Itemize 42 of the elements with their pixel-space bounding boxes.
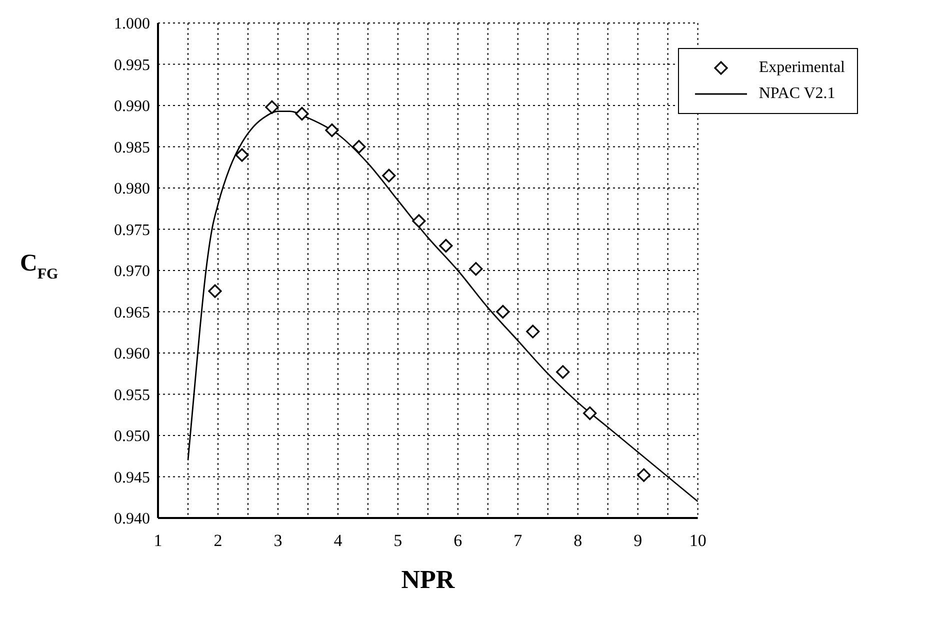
point bbox=[583, 406, 597, 420]
point bbox=[265, 100, 279, 114]
x-tick-label: 1 bbox=[154, 531, 162, 550]
y-tick-label: 0.945 bbox=[114, 469, 150, 486]
point bbox=[637, 468, 651, 482]
y-tick-label: 0.950 bbox=[114, 428, 150, 446]
point bbox=[496, 304, 510, 319]
legend-label: Experimental bbox=[758, 59, 845, 77]
y-tick-label: 0.960 bbox=[114, 346, 150, 363]
point bbox=[208, 284, 222, 298]
y-tick-label: 0.970 bbox=[114, 263, 150, 280]
x-tick-label: 2 bbox=[214, 531, 222, 550]
y-tick-label: 0.990 bbox=[114, 98, 150, 116]
x-tick-label: 6 bbox=[454, 531, 462, 550]
y-tick-label: 0.955 bbox=[114, 386, 150, 404]
y-tick-label: 0.985 bbox=[114, 139, 150, 156]
point bbox=[526, 324, 540, 338]
x-tick-label: 4 bbox=[334, 531, 343, 550]
x-tick-label: 5 bbox=[394, 531, 402, 550]
y-tick-label: 0.995 bbox=[114, 56, 150, 74]
y-tick-label: 1.000 bbox=[114, 16, 150, 33]
x-tick-label: 3 bbox=[274, 531, 282, 550]
y-tick-label: 0.965 bbox=[114, 304, 150, 322]
y-axis-title: C$_{FG}$ bbox=[20, 250, 59, 282]
x-tick-label: 8 bbox=[574, 531, 582, 550]
point bbox=[556, 365, 570, 379]
point bbox=[439, 238, 453, 253]
x-axis-title: NPR bbox=[401, 565, 455, 594]
point bbox=[352, 140, 366, 154]
x-tick-label: 7 bbox=[514, 531, 523, 550]
x-tick-label: 9 bbox=[634, 531, 642, 550]
point bbox=[235, 148, 249, 162]
legend-label: NPAC V2.1 bbox=[758, 85, 836, 103]
point bbox=[469, 262, 483, 276]
point bbox=[325, 123, 339, 138]
point bbox=[295, 106, 309, 121]
y-tick-label: 0.940 bbox=[114, 510, 150, 528]
y-tick-label: 0.975 bbox=[114, 222, 150, 239]
x-tick-label: 10 bbox=[689, 531, 706, 550]
point bbox=[412, 214, 426, 228]
point bbox=[382, 168, 396, 182]
y-tick-label: 0.980 bbox=[114, 180, 150, 198]
